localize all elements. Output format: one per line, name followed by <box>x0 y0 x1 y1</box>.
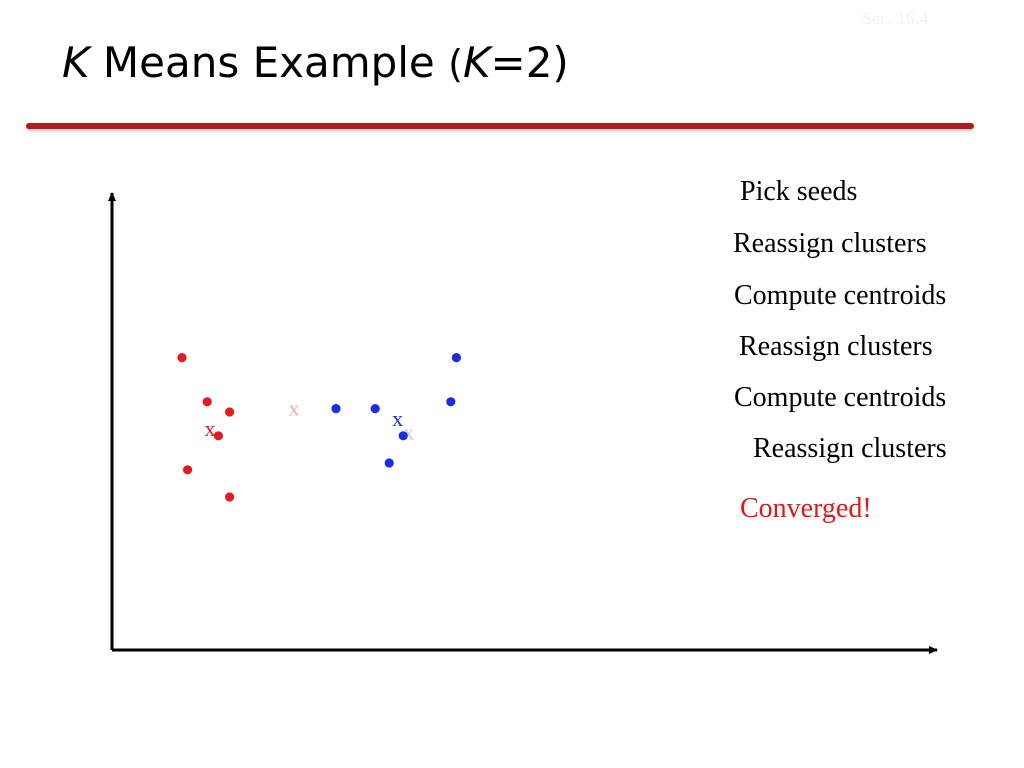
cluster-b-point-3 <box>398 431 408 441</box>
cluster-b-point-5 <box>446 397 456 407</box>
cluster-a-point-1 <box>177 353 187 363</box>
cluster-a-point-2 <box>202 397 212 407</box>
cluster-a-point-6 <box>225 492 235 502</box>
cluster-a-point-4 <box>213 431 223 441</box>
cluster-a-point-5 <box>183 465 193 475</box>
cluster-a-point-3 <box>225 407 235 417</box>
title-k-value: K <box>462 38 491 87</box>
section-label: Sec. 16.4 <box>862 8 929 28</box>
title-main: Means Example <box>89 38 449 87</box>
step-4-label: Reassign clusters <box>739 331 933 362</box>
cluster-a-centroid-marker: x <box>205 416 216 441</box>
step-6-label: Reassign clusters <box>753 433 947 464</box>
title-k: K <box>62 38 90 87</box>
step-5-label: Compute centroids <box>734 382 947 413</box>
step-3-label: Compute centroids <box>734 280 947 311</box>
title-open-paren: ( <box>448 42 463 86</box>
step-2-label: Reassign clusters <box>733 228 927 259</box>
cluster-a-previous-centroid-marker: x <box>289 396 300 421</box>
cluster-b-point-1 <box>331 404 341 414</box>
cluster-b-point-4 <box>384 458 394 468</box>
title-rest: =2) <box>490 38 569 87</box>
cluster-b-point-6 <box>451 353 461 363</box>
title-divider <box>26 123 974 129</box>
cluster-b-previous-centroid-marker: x <box>403 419 414 444</box>
step-1-label: Pick seeds <box>740 176 858 207</box>
slide-title: K Means Example (K=2) <box>62 42 569 84</box>
converged-label: Converged! <box>740 493 872 524</box>
cluster-b-point-2 <box>370 404 380 414</box>
cluster-b-centroid-marker: x <box>392 406 403 431</box>
